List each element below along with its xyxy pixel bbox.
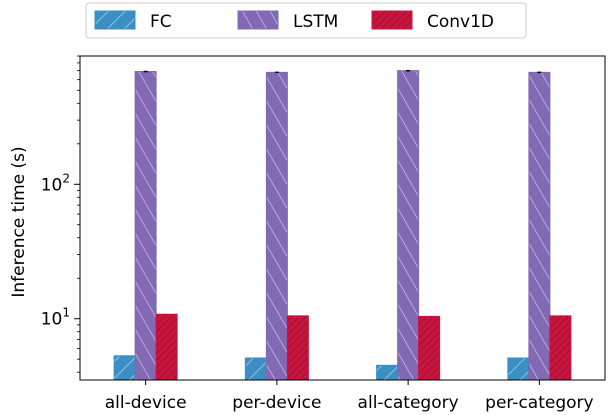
x-tick-label: all-device — [105, 393, 187, 413]
legend-frame — [85, 2, 527, 39]
legend: FC LSTM Conv1D — [85, 2, 527, 39]
x-tick-label: all-category — [358, 393, 459, 413]
bar-fc-all-device — [113, 355, 136, 381]
legend-label-fc: FC — [150, 12, 172, 32]
legend-swatch-lstm — [237, 10, 279, 30]
x-tick-label: per-device — [232, 393, 321, 413]
bar-fc-all-category — [376, 364, 399, 381]
y-tick-label: 101 — [41, 306, 70, 330]
legend-swatch-conv — [371, 10, 413, 30]
plot-frame — [79, 55, 606, 381]
x-tick-label: per-category — [485, 393, 593, 413]
legend-label-lstm: LSTM — [293, 12, 338, 32]
bar-lstm-per-device — [265, 71, 288, 381]
axes: all-device per-device all-category per-cate… — [41, 55, 606, 413]
legend-label-conv: Conv1D — [427, 12, 494, 32]
y-tick-label: 102 — [41, 171, 70, 195]
bar-conv-per-device — [286, 315, 309, 381]
bar-conv-all-category — [418, 315, 441, 381]
bar-fc-per-category — [507, 357, 530, 381]
bar-conv-per-category — [549, 315, 572, 381]
bars — [113, 69, 572, 381]
bar-lstm-all-device — [134, 71, 157, 381]
bar-conv-all-device — [155, 313, 178, 381]
y-axis-label: Inference time (s) — [9, 146, 29, 297]
legend-swatch-fc — [94, 10, 136, 30]
bar-fc-per-device — [244, 357, 267, 381]
bar-lstm-all-category — [397, 70, 420, 381]
bar-lstm-per-category — [528, 71, 551, 381]
